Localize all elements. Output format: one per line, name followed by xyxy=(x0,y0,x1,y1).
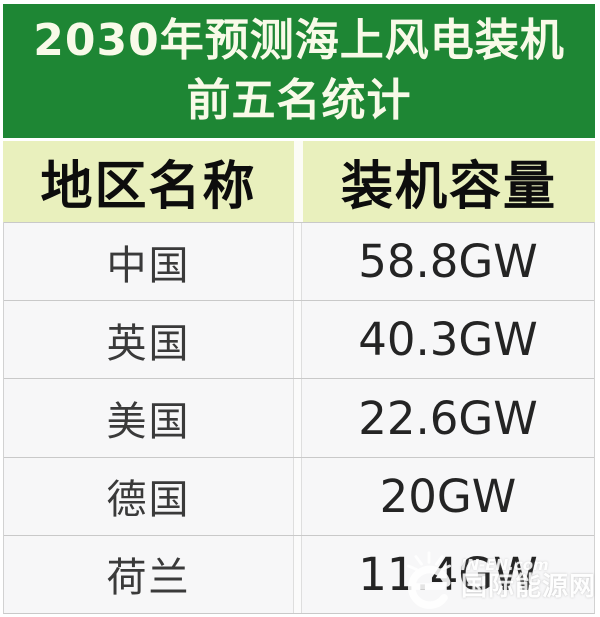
region-cell: 中国 xyxy=(4,223,294,301)
column-divider xyxy=(294,301,301,379)
table-body: 中国 58.8GW 英国 40.3GW 美国 22.6GW 德国 20GW 荷兰… xyxy=(3,222,595,614)
column-divider xyxy=(294,141,303,222)
table-row: 德国 20GW xyxy=(4,456,594,535)
column-divider xyxy=(294,223,301,301)
capacity-cell: 20GW xyxy=(301,457,594,535)
capacity-cell: 22.6GW xyxy=(301,379,594,457)
column-header-capacity: 装机容量 xyxy=(303,141,595,222)
title-line-1: 2030年预测海上风电装机 xyxy=(33,15,565,67)
table-header-row: 地区名称 装机容量 xyxy=(3,141,595,222)
capacity-cell: 58.8GW xyxy=(301,223,594,301)
region-cell: 德国 xyxy=(4,457,294,535)
column-divider xyxy=(294,379,301,457)
table-row: 中国 58.8GW xyxy=(4,222,594,301)
column-divider xyxy=(294,535,301,614)
title-banner: 2030年预测海上风电装机 前五名统计 xyxy=(3,4,595,138)
table-row: 英国 40.3GW xyxy=(4,300,594,379)
capacity-cell: 11.4GW xyxy=(301,535,594,614)
table-row: 荷兰 11.4GW xyxy=(4,534,594,614)
table-row: 美国 22.6GW xyxy=(4,378,594,457)
region-cell: 美国 xyxy=(4,379,294,457)
title-line-2: 前五名统计 xyxy=(186,75,412,126)
region-cell: 英国 xyxy=(4,301,294,379)
column-header-region: 地区名称 xyxy=(3,141,294,222)
region-cell: 荷兰 xyxy=(4,535,294,614)
column-divider xyxy=(294,457,301,535)
capacity-cell: 40.3GW xyxy=(301,301,594,379)
